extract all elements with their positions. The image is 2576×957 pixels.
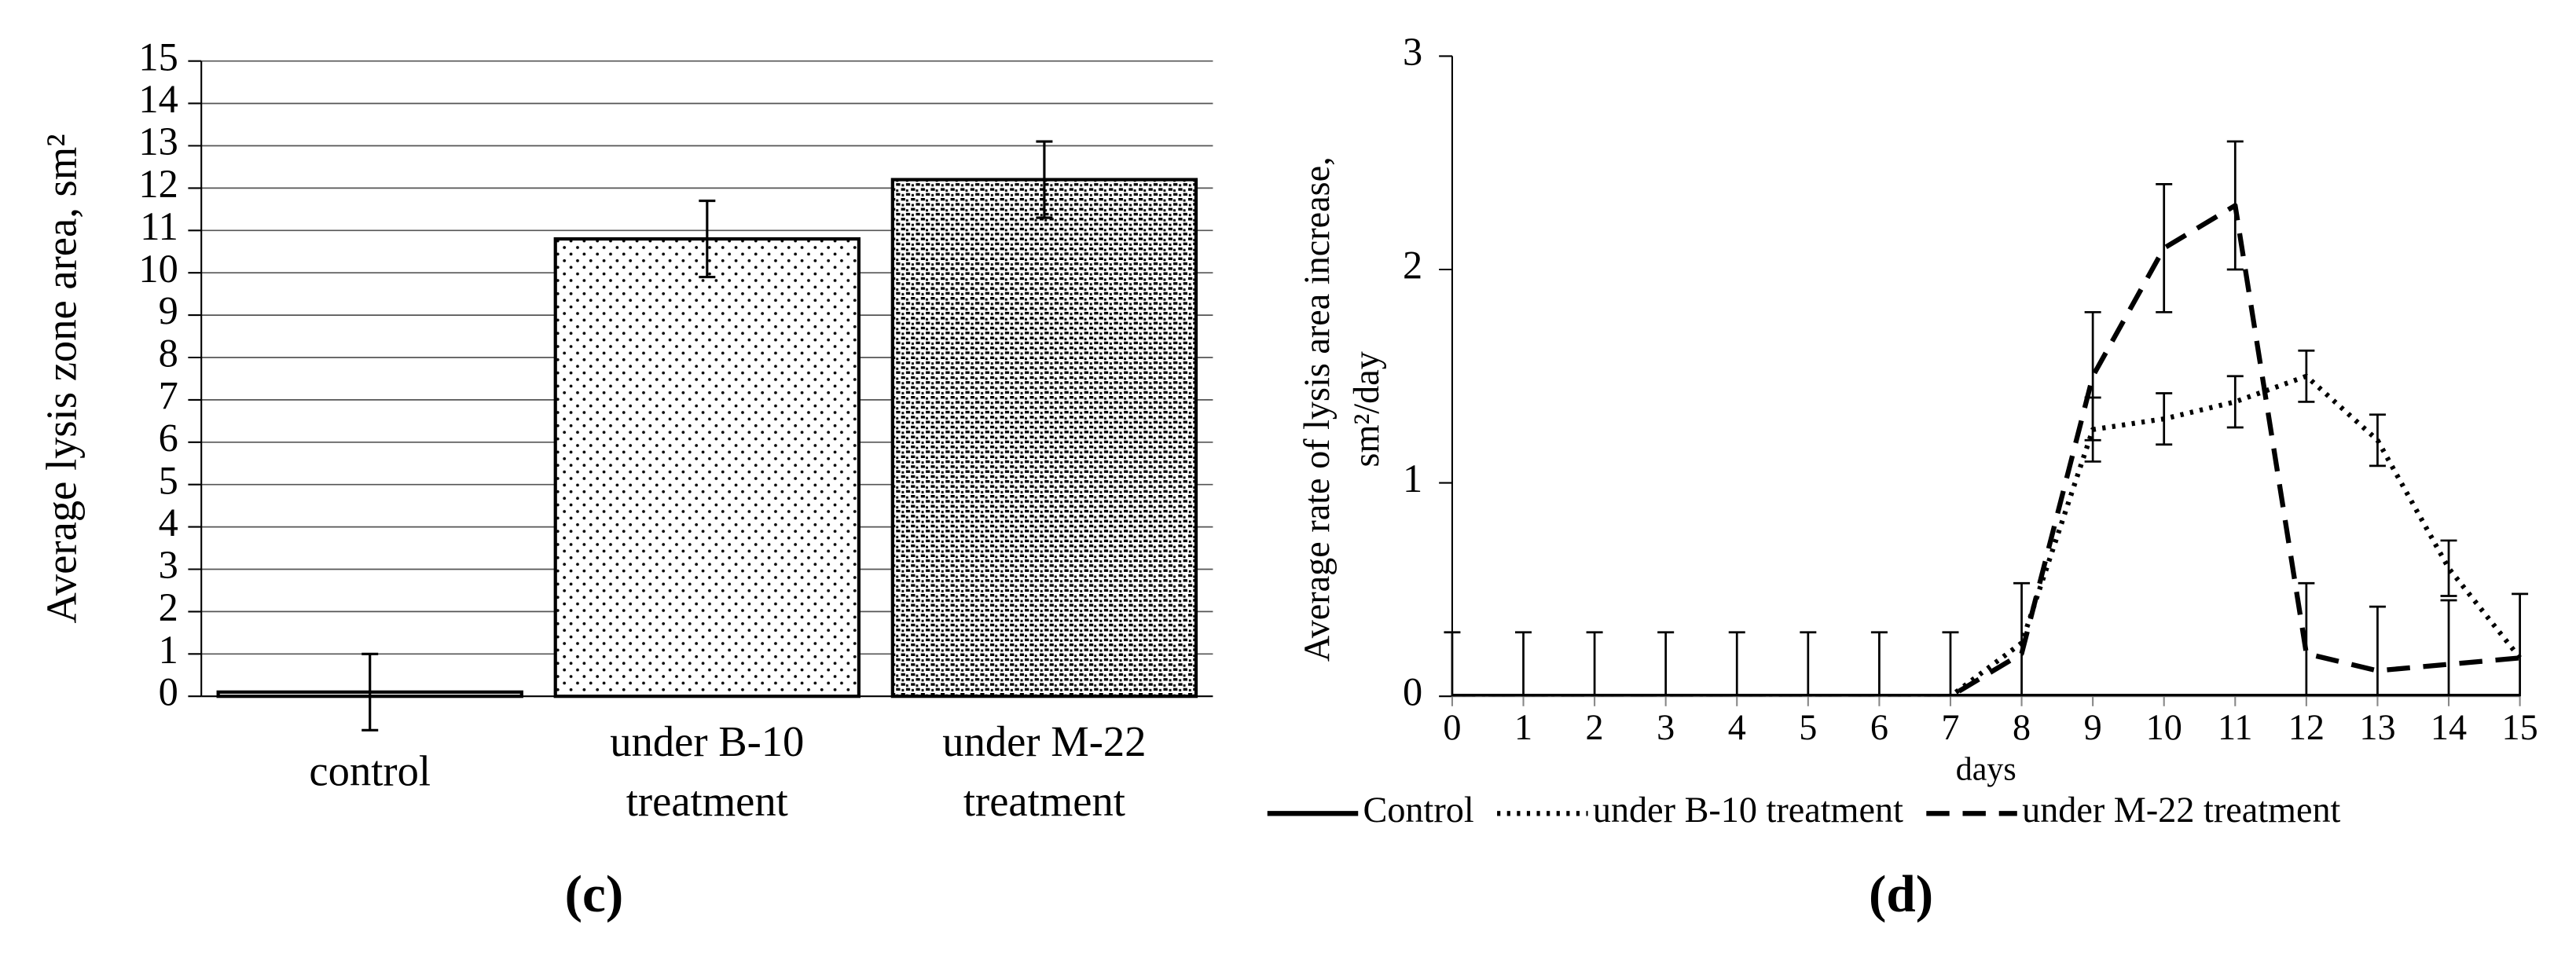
x-tick-label: 1 <box>1514 707 1532 747</box>
error-bar <box>699 199 716 279</box>
y-axis-title: Average lysis zone area, sm² <box>38 134 86 623</box>
x-tick-label: 11 <box>2218 707 2252 747</box>
y-tick-label: 8 <box>159 332 178 376</box>
x-tick-label: 8 <box>2013 707 2031 747</box>
y-tick-label: 7 <box>159 373 178 417</box>
y-tick-label: 1 <box>1403 456 1422 500</box>
panel-label: (c) <box>565 864 624 923</box>
error-bar <box>2298 581 2315 697</box>
error-bar <box>2298 349 2315 403</box>
x-tick-label: 7 <box>1941 707 1959 747</box>
legend-label: under M-22 treatment <box>2022 790 2340 830</box>
error-bar <box>1728 631 1745 697</box>
x-tick-label: 4 <box>1728 707 1746 747</box>
error-bar <box>2084 310 2101 442</box>
x-tick-label: 2 <box>1586 707 1604 747</box>
y-tick-label: 15 <box>138 35 178 79</box>
y-tick-label: 1 <box>159 628 178 672</box>
panel-label: (d) <box>1869 864 1933 923</box>
y-tick-label: 14 <box>138 77 178 121</box>
x-tick-label: under M-22 treatment <box>942 717 1146 825</box>
error-bar <box>2512 592 2529 697</box>
y-tick-label: 11 <box>140 204 178 248</box>
x-tick-label: 0 <box>1443 707 1461 747</box>
y-tick-label: 9 <box>159 289 178 333</box>
x-tick-label: 6 <box>1870 707 1888 747</box>
legend-label: Control <box>1363 790 1474 830</box>
y-tick-label: 2 <box>1403 244 1422 288</box>
y-tick-label: 12 <box>138 162 178 206</box>
error-bar <box>1586 631 1603 697</box>
error-bar <box>2226 375 2244 429</box>
error-bar <box>2369 413 2386 468</box>
y-tick-label: 0 <box>159 670 178 714</box>
y-tick-label: 3 <box>1403 30 1422 74</box>
legend-label: under B-10 treatment <box>1593 790 1903 830</box>
bar <box>890 178 1198 698</box>
y-tick-label: 5 <box>159 458 178 502</box>
x-tick-label: under B-10 treatment <box>610 717 804 825</box>
error-bar <box>361 652 379 732</box>
error-bar <box>1444 631 1461 697</box>
x-tick-label: 12 <box>2288 707 2325 747</box>
x-tick-label: 9 <box>2084 707 2102 747</box>
y-tick-label: 6 <box>159 416 178 460</box>
x-tick-label: 13 <box>2359 707 2395 747</box>
bar <box>553 236 861 698</box>
y-tick-label: 13 <box>138 119 178 163</box>
y-tick-label: 10 <box>138 247 178 291</box>
error-bar <box>1870 631 1888 697</box>
error-bar <box>1942 631 1959 697</box>
error-bar <box>2440 539 2457 597</box>
y-tick-label: 0 <box>1403 670 1422 714</box>
error-bar <box>2013 581 2031 697</box>
error-bar <box>2226 140 2244 271</box>
error-bar <box>2369 605 2386 697</box>
error-bar <box>1800 631 1817 697</box>
x-tick-label: 5 <box>1799 707 1817 747</box>
y-tick-label: 2 <box>159 585 178 629</box>
error-bar <box>2440 599 2457 697</box>
y-tick-label: 3 <box>159 543 178 587</box>
x-tick-label: 14 <box>2431 707 2467 747</box>
y-axis-title: Average rate of lysis area increase, sm²/… <box>1297 156 1386 662</box>
error-bar <box>2156 392 2173 446</box>
x-tick-label: control <box>309 747 431 795</box>
x-axis-title: days <box>1956 751 2016 787</box>
error-bar <box>1515 631 1532 697</box>
y-tick-label: 4 <box>159 500 178 544</box>
error-bar <box>1657 631 1675 697</box>
x-tick-label: 15 <box>2502 707 2538 747</box>
series-line <box>1451 373 2523 697</box>
x-tick-label: 3 <box>1657 707 1675 747</box>
series-line <box>1451 203 2520 697</box>
error-bar <box>2156 182 2173 314</box>
error-bar <box>1036 140 1053 219</box>
x-tick-label: 10 <box>2146 707 2182 747</box>
